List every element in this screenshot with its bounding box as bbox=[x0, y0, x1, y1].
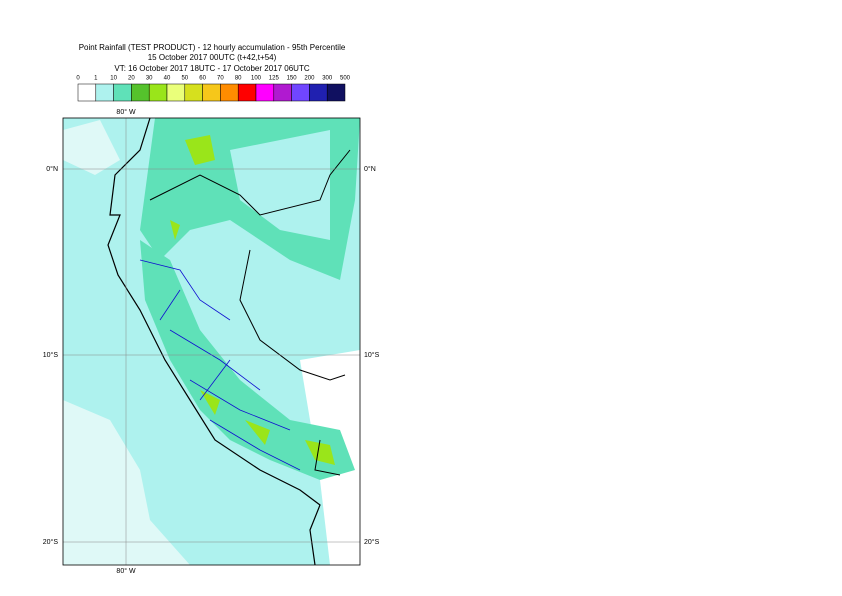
legend-swatch bbox=[148, 83, 168, 102]
legend-swatch bbox=[220, 83, 239, 102]
region-border bbox=[139, 259, 301, 471]
legend-label: 80 bbox=[235, 76, 242, 82]
coastline bbox=[107, 118, 321, 565]
legend-swatch bbox=[184, 83, 203, 102]
lon-label: 80° W bbox=[116, 108, 136, 116]
legend-label: 1 bbox=[94, 76, 98, 82]
legend-label: 125 bbox=[269, 76, 280, 82]
legend-swatch bbox=[77, 83, 97, 102]
lon-label: 80° W bbox=[116, 567, 136, 575]
subtitle: 15 October 2017 00UTC (t+42,t+54) bbox=[148, 53, 277, 62]
title: Point Rainfall (TEST PRODUCT) - 12 hourl… bbox=[79, 43, 346, 52]
legend-label: 10 bbox=[110, 76, 117, 82]
lat-label: 0°N bbox=[46, 165, 58, 173]
lat-label: 20°S bbox=[43, 538, 59, 546]
rain-field bbox=[63, 400, 190, 565]
legend-label: 70 bbox=[217, 76, 224, 82]
legend-swatch bbox=[113, 83, 132, 102]
legend-label: 60 bbox=[199, 76, 206, 82]
legend: 0 1 10 20 30 40 50 60 70 80 100 125 150 200 300 500 bbox=[76, 76, 351, 102]
legend-swatch bbox=[326, 83, 346, 102]
lat-label: 10°S bbox=[43, 351, 59, 359]
rain-field bbox=[230, 130, 330, 240]
rain-field bbox=[63, 120, 120, 175]
legend-swatch bbox=[131, 83, 150, 102]
subtitle: VT: 16 October 2017 18UTC - 17 October 2… bbox=[114, 64, 309, 73]
rain-field bbox=[140, 240, 355, 480]
legend-label: 40 bbox=[164, 76, 171, 82]
legend-swatch bbox=[309, 83, 328, 102]
lat-label: 20°S bbox=[364, 538, 380, 546]
map: 80° W 80° W 0°N 0°N 10°S 10°S 20°S 20°S bbox=[43, 108, 380, 575]
legend-label: 300 bbox=[322, 76, 333, 82]
legend-swatch bbox=[202, 83, 221, 102]
legend-label: 150 bbox=[287, 76, 298, 82]
legend-swatch bbox=[166, 83, 186, 102]
map-frame bbox=[62, 117, 361, 566]
legend-label: 100 bbox=[251, 76, 262, 82]
legend-swatch bbox=[237, 83, 257, 102]
legend-label: 30 bbox=[146, 76, 153, 82]
lat-label: 0°N bbox=[364, 165, 376, 173]
legend-label: 50 bbox=[181, 76, 188, 82]
title-block: Point Rainfall (TEST PRODUCT) - 12 hourl… bbox=[79, 43, 346, 73]
legend-label: 500 bbox=[340, 76, 351, 82]
legend-swatch bbox=[95, 83, 114, 102]
lat-label: 10°S bbox=[364, 351, 380, 359]
legend-swatch bbox=[273, 83, 292, 102]
legend-label: 20 bbox=[128, 76, 135, 82]
legend-swatch bbox=[255, 83, 275, 102]
legend-label: 0 bbox=[76, 76, 80, 82]
legend-swatch bbox=[291, 83, 310, 102]
legend-label: 200 bbox=[304, 76, 315, 82]
